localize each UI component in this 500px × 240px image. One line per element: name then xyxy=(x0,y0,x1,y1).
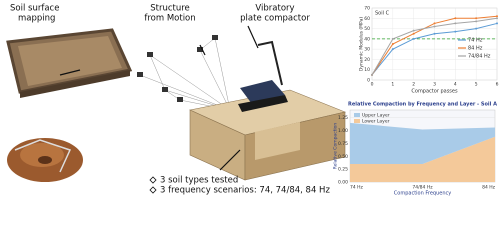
y-tick-label: 10 xyxy=(364,67,370,73)
legend-label: Upper Layer xyxy=(362,113,390,119)
label: from Motion xyxy=(144,14,195,24)
y-tick-label: 70 xyxy=(364,6,370,12)
y-tick-label: 40 xyxy=(364,36,370,42)
x-tick-label: 6 xyxy=(496,82,499,88)
point xyxy=(475,17,478,20)
chart-title: Soil C xyxy=(375,11,390,17)
plate-compactor xyxy=(238,40,288,112)
point xyxy=(496,15,498,18)
point xyxy=(496,17,498,20)
area xyxy=(350,136,495,182)
label: plate compactor xyxy=(240,14,310,24)
label: mapping xyxy=(18,14,55,24)
x-tick-label: 3 xyxy=(433,82,436,88)
point xyxy=(454,22,457,25)
y-tick-label: 0.00 xyxy=(338,180,348,186)
point xyxy=(496,22,498,25)
chart-title: Relative Compaction by Frequency and Lay… xyxy=(348,102,497,108)
y-tick-label: 30 xyxy=(364,47,370,53)
point xyxy=(391,37,394,40)
point xyxy=(433,25,436,28)
y-tick-label: 20 xyxy=(364,57,370,63)
bullet-icons xyxy=(149,176,157,194)
legend-label: Lower Layer xyxy=(362,119,390,125)
x-tick-label: 1 xyxy=(391,82,394,88)
y-tick-label: 0 xyxy=(367,78,370,84)
arrows xyxy=(59,25,259,171)
point xyxy=(454,17,457,20)
camera-network xyxy=(139,37,231,111)
x-tick-label: 84 Hz xyxy=(482,185,496,191)
x-tick-label: 2 xyxy=(412,82,415,88)
legend-swatch xyxy=(354,119,360,123)
y-tick-label: 0.25 xyxy=(338,167,348,173)
point xyxy=(371,73,373,76)
figure: Soil surface mapping Structure from Moti… xyxy=(6,4,499,197)
y-axis-label: Relative Compaction xyxy=(333,123,339,170)
bullet: 3 frequency scenarios: 74, 74/84, 84 Hz xyxy=(160,186,330,196)
y-tick-label: 60 xyxy=(364,16,370,22)
x-tick-label: 0 xyxy=(371,82,374,88)
soil-mound-photo xyxy=(7,138,83,182)
legend-label: 74 Hz xyxy=(468,38,483,44)
y-tick-label: 1.25 xyxy=(338,115,348,121)
legend-label: 84 Hz xyxy=(468,46,483,52)
area xyxy=(350,122,495,164)
point xyxy=(391,43,394,45)
point xyxy=(475,20,478,23)
point xyxy=(433,32,436,35)
y-axis-label: Dynamic Modulus (MPa) xyxy=(359,17,365,71)
soil-box-photo xyxy=(6,28,133,98)
legend-label: 74/84 Hz xyxy=(468,54,491,60)
point xyxy=(454,30,457,33)
point xyxy=(412,29,415,32)
y-tick-label: 50 xyxy=(364,26,370,32)
x-axis-label: Compactor passes xyxy=(411,89,458,95)
y-tick-label: 0.50 xyxy=(338,154,348,160)
label: Soil surface xyxy=(10,4,59,14)
label: Structure xyxy=(150,4,190,14)
bullet: 3 soil types tested xyxy=(160,176,238,186)
point xyxy=(412,37,415,40)
point xyxy=(433,22,436,25)
y-tick-label: 0.75 xyxy=(338,141,348,147)
label: Vibratory xyxy=(255,4,294,14)
x-tick-label: 4 xyxy=(454,82,457,88)
point xyxy=(475,27,478,30)
x-axis-label: Compaction Frequency xyxy=(394,191,451,197)
y-tick-label: 1.00 xyxy=(338,128,348,134)
point xyxy=(412,32,415,35)
cameras xyxy=(137,35,218,102)
point xyxy=(391,48,394,51)
x-tick-label: 74/84 Hz xyxy=(412,185,433,191)
x-tick-label: 74 Hz xyxy=(350,185,364,191)
legend-swatch xyxy=(354,113,360,117)
x-tick-label: 5 xyxy=(475,82,478,88)
